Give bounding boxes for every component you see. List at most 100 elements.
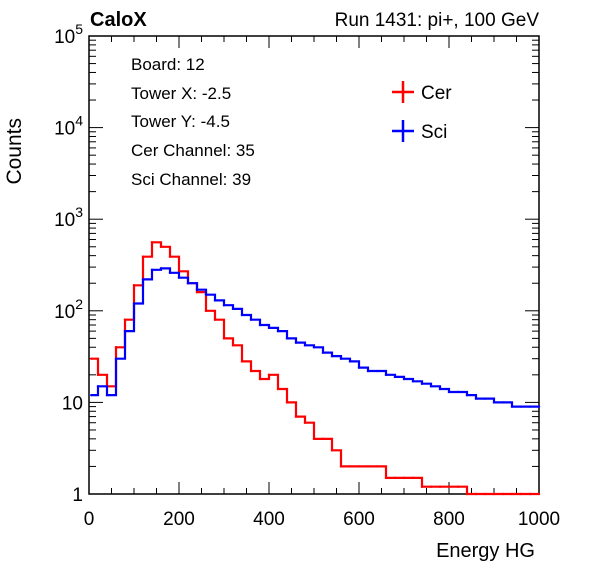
x-tick-label: 600 <box>343 509 375 530</box>
data-point-cer <box>393 476 397 480</box>
data-point-cer <box>348 465 352 468</box>
y-tick-label: 10 <box>62 393 83 414</box>
data-point-sci <box>195 288 199 291</box>
x-tick-label: 800 <box>433 509 465 530</box>
data-point-sci <box>357 366 361 369</box>
x-tick-label: 200 <box>163 509 195 530</box>
data-point-cer <box>267 373 271 377</box>
data-point-cer <box>159 245 163 248</box>
data-point-sci <box>528 405 532 408</box>
data-point-sci <box>105 393 109 397</box>
data-point-sci <box>420 382 424 385</box>
data-point-cer <box>114 346 118 349</box>
data-point-cer <box>537 492 541 496</box>
info-tower-x: Tower X: -2.5 <box>131 84 231 103</box>
y-tick-label: 103 <box>54 204 83 231</box>
info-tower-y: Tower Y: -4.5 <box>131 112 230 131</box>
data-point-sci <box>294 341 298 344</box>
data-point-cer <box>258 377 262 381</box>
data-point-cer <box>204 309 208 312</box>
legend-label-cer: Cer <box>421 83 452 104</box>
y-tick-label: 104 <box>54 113 83 140</box>
data-point-cer <box>510 492 514 496</box>
data-point-sci <box>141 278 145 281</box>
data-point-cer <box>294 415 298 418</box>
data-point-sci <box>456 390 460 394</box>
data-point-sci <box>132 302 136 305</box>
legend-label-sci: Sci <box>421 122 447 143</box>
data-point-sci <box>429 385 433 388</box>
data-point-cer <box>141 255 145 258</box>
data-point-cer <box>384 476 388 480</box>
data-point-sci <box>267 326 271 330</box>
data-point-cer <box>519 492 523 496</box>
data-point-cer <box>456 485 460 488</box>
data-point-cer <box>357 465 361 468</box>
data-point-sci <box>375 369 379 373</box>
data-point-sci <box>402 377 406 381</box>
data-point-sci <box>438 387 442 391</box>
data-point-sci <box>330 354 334 358</box>
data-point-cer <box>330 449 334 452</box>
data-point-sci <box>285 337 289 340</box>
data-point-cer <box>321 437 325 441</box>
legend: Cer Sci <box>392 81 452 143</box>
data-point-cer <box>285 401 289 404</box>
data-point-cer <box>276 387 280 391</box>
axes: 0 200 400 600 800 1000 1 10 102 103 104 105 <box>54 21 560 530</box>
data-point-cer <box>213 318 217 321</box>
data-point-sci <box>321 351 325 354</box>
series-group <box>90 241 541 496</box>
data-point-sci <box>384 373 388 377</box>
info-sci-channel: Sci Channel: 39 <box>131 170 251 189</box>
data-point-sci <box>222 304 226 307</box>
data-point-cer <box>240 360 244 363</box>
data-point-cer <box>465 492 469 496</box>
y-tick-label: 102 <box>54 296 83 323</box>
data-point-sci <box>447 390 451 394</box>
data-point-sci <box>339 357 343 360</box>
data-point-sci <box>303 344 307 347</box>
y-tick-label: 105 <box>54 21 83 48</box>
data-point-cer <box>402 476 406 480</box>
data-point-cer <box>375 465 379 468</box>
info-box: Board: 12 Tower X: -2.5 Tower Y: -4.5 Ce… <box>118 45 360 197</box>
data-point-cer <box>447 485 451 488</box>
x-tick-label: 1000 <box>518 509 560 530</box>
data-point-cer <box>249 369 253 373</box>
data-point-cer <box>303 421 307 424</box>
data-point-sci <box>114 357 118 360</box>
data-point-cer <box>231 344 235 347</box>
data-point-cer <box>90 357 93 360</box>
data-point-sci <box>240 313 244 317</box>
data-point-cer <box>366 465 370 468</box>
data-point-sci <box>474 397 478 400</box>
x-tick-label: 0 <box>84 509 95 530</box>
data-point-sci <box>483 397 487 400</box>
data-point-cer <box>195 290 199 294</box>
data-point-cer <box>411 476 415 480</box>
data-point-sci <box>159 267 163 270</box>
data-point-sci <box>393 375 397 379</box>
info-box-background <box>118 45 360 197</box>
data-point-sci <box>312 346 316 349</box>
info-board: Board: 12 <box>131 55 205 74</box>
data-point-sci <box>348 360 352 363</box>
data-point-sci <box>249 318 253 321</box>
data-point-sci <box>501 401 505 404</box>
y-tick-label: 1 <box>72 485 83 506</box>
data-point-sci <box>231 307 235 311</box>
data-point-sci <box>492 401 496 404</box>
data-point-cer <box>438 485 442 488</box>
data-point-sci <box>168 271 172 274</box>
info-cer-channel: Cer Channel: 35 <box>131 141 255 160</box>
data-point-cer <box>150 241 154 244</box>
data-point-cer <box>222 337 226 340</box>
data-point-sci <box>411 380 415 383</box>
data-point-sci <box>123 329 127 333</box>
data-point-cer <box>501 492 505 496</box>
data-point-cer <box>123 318 127 321</box>
data-point-sci <box>96 385 100 388</box>
data-point-cer <box>528 492 532 496</box>
run-info-label: Run 1431: pi+, 100 GeV <box>335 10 540 31</box>
